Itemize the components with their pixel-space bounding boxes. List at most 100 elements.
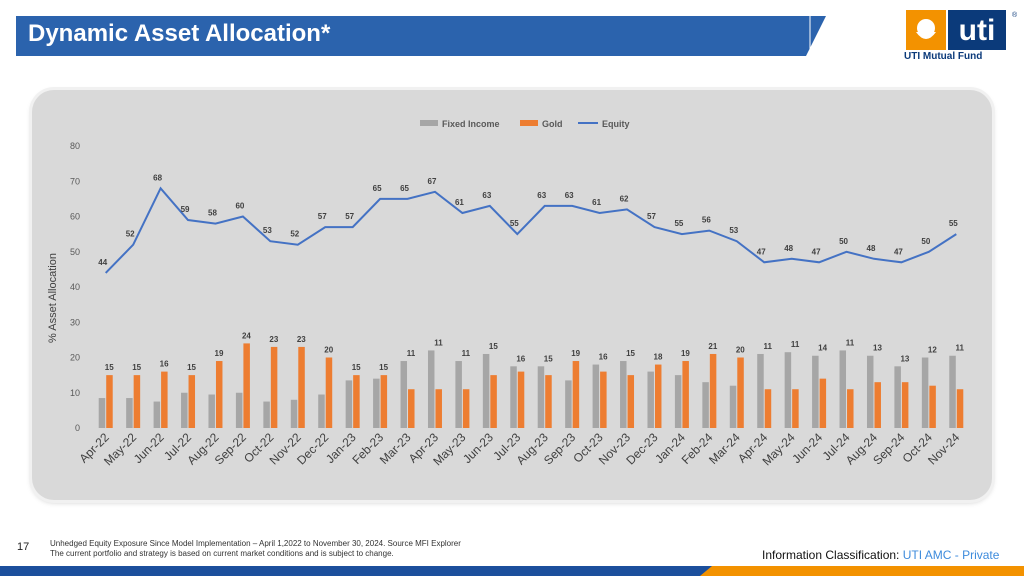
- fixed-income-bar: [290, 399, 298, 428]
- gold-data-label: 11: [462, 349, 471, 358]
- x-tick-label: Jun-22: [131, 430, 167, 466]
- fixed-income-bar: [702, 382, 709, 428]
- gold-data-label: 16: [160, 360, 169, 369]
- gold-data-label: 15: [379, 363, 388, 372]
- gold-bar: [792, 389, 799, 428]
- gold-data-label: 13: [873, 344, 882, 353]
- gold-data-label: 18: [654, 353, 663, 362]
- equity-data-label: 63: [482, 191, 491, 200]
- gold-data-label: 11: [407, 349, 416, 358]
- asset-allocation-chart: Fixed Income Gold Equity % Asset Allocat…: [47, 119, 965, 468]
- gold-data-label: 12: [928, 346, 937, 355]
- gold-bar: [353, 375, 360, 428]
- footnote-line-2: The current portfolio and strategy is ba…: [50, 549, 394, 558]
- fixed-income-bar: [153, 401, 161, 428]
- x-tick-label: Sep-23: [541, 430, 578, 467]
- gold-bar: [408, 389, 415, 428]
- fixed-income-bar: [510, 366, 517, 428]
- y-tick-label: 40: [70, 282, 80, 292]
- equity-data-label: 52: [126, 230, 135, 239]
- gold-bar: [435, 389, 442, 428]
- legend-swatch-gold: [520, 120, 538, 126]
- fixed-income-bar: [427, 350, 435, 428]
- gold-data-label: 11: [434, 338, 443, 347]
- legend-label-gold: Gold: [542, 119, 563, 129]
- equity-data-label: 53: [729, 226, 738, 235]
- gold-data-label: 23: [297, 335, 306, 344]
- y-tick-label: 60: [70, 212, 80, 222]
- gold-data-label: 15: [132, 363, 141, 372]
- x-tick-label: Sep-24: [870, 430, 907, 467]
- bottom-bar: [0, 566, 1024, 576]
- gold-bar: [682, 361, 689, 428]
- gold-bar: [764, 389, 772, 428]
- fixed-income-bar: [565, 380, 572, 428]
- gold-bar: [325, 357, 333, 428]
- gold-bar: [819, 378, 827, 428]
- gold-bar: [709, 353, 717, 428]
- fixed-income-bar: [674, 375, 682, 428]
- gold-bar: [517, 371, 525, 428]
- fixed-income-bar: [866, 355, 874, 428]
- fixed-income-bar: [98, 398, 106, 428]
- gold-data-label: 11: [763, 342, 772, 351]
- fixed-income-bar: [729, 385, 737, 428]
- logo-caption: UTI Mutual Fund: [904, 51, 983, 62]
- legend-label-equity: Equity: [602, 119, 630, 129]
- fixed-income-bar: [921, 357, 929, 428]
- fixed-income-bar: [894, 366, 901, 428]
- gold-data-label: 15: [626, 349, 635, 358]
- equity-data-label: 65: [400, 184, 409, 193]
- gold-bar: [901, 382, 909, 428]
- fixed-income-bar: [537, 366, 545, 428]
- bars: [98, 343, 964, 428]
- y-tick-label: 70: [70, 176, 80, 186]
- fixed-income-bar: [318, 394, 325, 428]
- gold-bar: [215, 361, 223, 428]
- gold-bar: [243, 343, 250, 428]
- y-tick-label: 80: [70, 141, 80, 151]
- equity-data-label: 48: [867, 244, 876, 253]
- fixed-income-bar: [482, 353, 490, 428]
- gold-data-label: 19: [681, 349, 690, 358]
- fixed-income-bar: [235, 392, 243, 428]
- gold-bar: [298, 346, 305, 428]
- gold-bar: [627, 375, 635, 428]
- gold-data-label: 16: [516, 354, 525, 363]
- y-tick-label: 0: [75, 423, 80, 433]
- fixed-income-bar: [812, 355, 819, 428]
- equity-data-label: 65: [373, 184, 382, 193]
- equity-series-line: [104, 186, 957, 274]
- gold-data-label: 11: [791, 340, 800, 349]
- gold-bar: [600, 371, 607, 428]
- gold-bar: [133, 375, 141, 428]
- equity-data-label: 55: [674, 219, 683, 228]
- x-tick-label: Jun-23: [460, 430, 496, 466]
- legend-label-fixed-income: Fixed Income: [442, 119, 500, 129]
- slide-title: Dynamic Asset Allocation*: [28, 20, 331, 47]
- gold-data-label: 14: [818, 344, 827, 353]
- x-tick-label: Nov-24: [925, 430, 962, 467]
- equity-data-label: 57: [647, 212, 656, 221]
- x-tick-label: Dec-23: [623, 430, 660, 467]
- logo-text: uti: [959, 14, 996, 47]
- equity-data-label: 67: [428, 177, 437, 186]
- equity-data-label: 48: [784, 244, 793, 253]
- footnote: Unhedged Equity Exposure Since Model Imp…: [50, 539, 461, 559]
- equity-data-label: 61: [592, 198, 601, 207]
- fixed-income-bar: [373, 378, 380, 428]
- equity-data-label: 63: [537, 191, 546, 200]
- fixed-income-bar: [592, 364, 600, 428]
- gold-data-label: 15: [489, 342, 498, 351]
- equity-data-label: 52: [290, 230, 299, 239]
- gold-data-label: 11: [846, 338, 855, 347]
- equity-data-label: 53: [263, 226, 272, 235]
- gold-bar: [572, 361, 580, 428]
- gold-data-label: 20: [736, 346, 745, 355]
- fixed-income-bar: [263, 401, 270, 428]
- legend-swatch-fixed-income: [420, 120, 438, 126]
- gold-bar: [161, 371, 168, 428]
- gold-bar: [490, 375, 497, 428]
- equity-data-label: 59: [181, 205, 190, 214]
- y-axis: 0 10 20 30 40 50 60 70 80: [70, 141, 80, 433]
